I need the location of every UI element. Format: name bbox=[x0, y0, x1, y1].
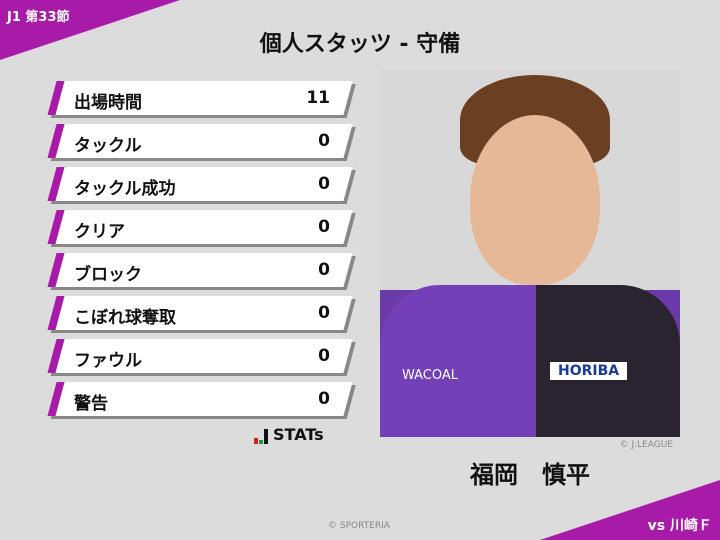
stat-value: 0 bbox=[318, 303, 330, 323]
stat-row: 警告 0 bbox=[47, 382, 353, 416]
stat-value: 0 bbox=[318, 174, 330, 194]
page-title: 個人スタッツ - 守備 bbox=[259, 32, 461, 57]
stat-value: 0 bbox=[318, 131, 330, 151]
stat-label: こぼれ球奪取 bbox=[74, 308, 176, 328]
footer-credit: © SPORTERIA bbox=[328, 521, 390, 531]
face bbox=[470, 115, 600, 285]
round-label: J1 第33節 bbox=[7, 10, 70, 25]
stats-logo-icon bbox=[254, 429, 268, 444]
stat-label: ブロック bbox=[74, 265, 142, 285]
shirt-brand: WACOAL bbox=[402, 368, 459, 383]
stat-row: ファウル 0 bbox=[47, 339, 353, 373]
stats-logo-text: STATs bbox=[273, 425, 324, 444]
stat-value: 0 bbox=[318, 260, 330, 280]
stat-label: タックル bbox=[74, 136, 142, 156]
stat-label: 警告 bbox=[74, 394, 108, 414]
stat-row: こぼれ球奪取 0 bbox=[47, 296, 353, 330]
stat-label: 出場時間 bbox=[74, 93, 142, 113]
stat-value: 11 bbox=[306, 88, 330, 108]
shirt-sponsor: HORIBA bbox=[550, 362, 628, 380]
stat-row: 出場時間 11 bbox=[47, 81, 353, 115]
photo-credit: © J.LEAGUE bbox=[619, 440, 673, 450]
opponent-label: vs 川崎Ｆ bbox=[647, 518, 712, 534]
stat-value: 0 bbox=[318, 389, 330, 409]
stats-logo: STATs bbox=[254, 425, 324, 444]
stat-label: クリア bbox=[74, 222, 125, 242]
stat-row: クリア 0 bbox=[47, 210, 353, 244]
stat-label: タックル成功 bbox=[74, 179, 176, 199]
corner-banner-bottom bbox=[540, 480, 720, 540]
stat-value: 0 bbox=[318, 346, 330, 366]
stats-list: 出場時間 11 タックル 0 タックル成功 0 クリア 0 ブロック 0 こぼれ球奪取 0 ファウル 0 警… bbox=[47, 81, 353, 425]
player-photo: WACOAL HORIBA bbox=[380, 70, 680, 437]
stat-label: ファウル bbox=[74, 351, 142, 371]
corner-banner-top bbox=[0, 0, 180, 60]
shirt bbox=[380, 285, 680, 437]
stat-row: タックル成功 0 bbox=[47, 167, 353, 201]
stat-row: ブロック 0 bbox=[47, 253, 353, 287]
stat-row: タックル 0 bbox=[47, 124, 353, 158]
stat-value: 0 bbox=[318, 217, 330, 237]
